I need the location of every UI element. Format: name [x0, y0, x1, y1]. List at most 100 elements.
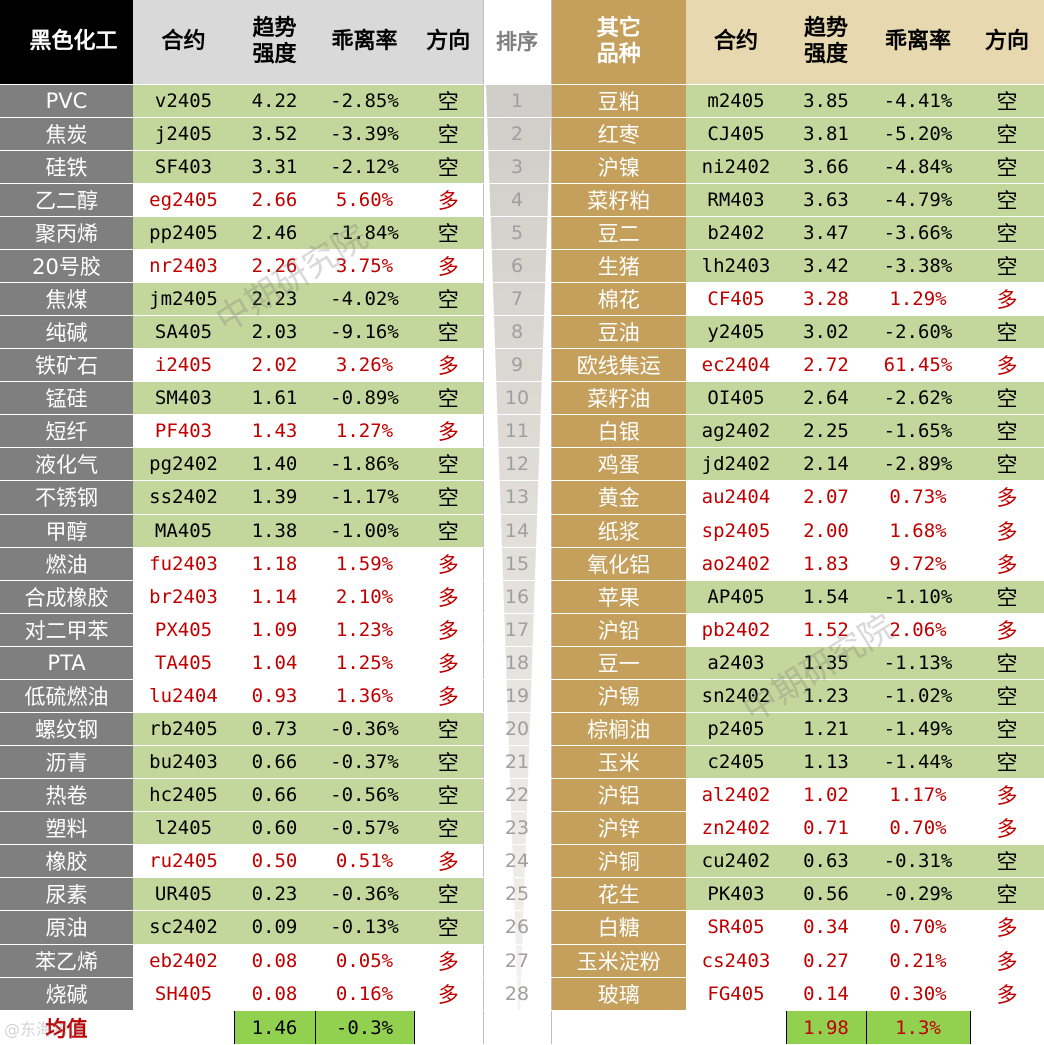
rank-number: 14 [482, 514, 552, 548]
right-direction: 多 [970, 778, 1044, 813]
left-name: 焦煤 [0, 282, 133, 317]
rank-number: 18 [482, 646, 552, 680]
right-deviation: -2.89% [866, 447, 970, 482]
right-contract: sn2402 [686, 679, 786, 713]
rank-number: 27 [482, 944, 552, 978]
right-name: 沪铜 [551, 844, 686, 879]
right-deviation: 0.30% [866, 977, 970, 1012]
right-contract: au2404 [686, 480, 786, 515]
right-deviation: 0.70% [866, 910, 970, 945]
left-direction: 多 [414, 580, 483, 614]
right-contract: pb2402 [686, 613, 786, 647]
left-direction: 多 [414, 844, 483, 879]
right-direction: 空 [970, 679, 1044, 713]
left-name: 不锈钢 [0, 480, 133, 515]
left-strength: 1.39 [234, 480, 315, 515]
right-contract: cs2403 [686, 944, 786, 978]
left-name: 螺纹钢 [0, 712, 133, 747]
right-deviation: 0.21% [866, 944, 970, 978]
left-strength: 0.09 [234, 910, 315, 945]
rank-number: 15 [482, 547, 552, 581]
right-contract: jd2402 [686, 447, 786, 482]
left-contract: j2405 [133, 117, 234, 151]
right-name: 沪铝 [551, 778, 686, 813]
table-row: 液化气 pg2402 1.40 -1.86% 空 12 鸡蛋 jd2402 2.14 -2.89%… [0, 447, 1044, 482]
left-contract: hc2405 [133, 778, 234, 813]
left-contract: pp2405 [133, 216, 234, 250]
rank-number: 25 [482, 877, 552, 912]
left-deviation: -0.89% [315, 381, 414, 416]
right-direction: 空 [970, 381, 1044, 416]
left-contract: SF403 [133, 150, 234, 184]
table-row: 沥青 bu2403 0.66 -0.37% 空 21 玉米 c2405 1.13 -1.44% 空 [0, 745, 1044, 780]
left-deviation: 1.36% [315, 679, 414, 713]
right-name: 豆一 [551, 646, 686, 680]
left-deviation: 3.26% [315, 348, 414, 383]
left-direction: 空 [414, 811, 483, 846]
left-strength: 2.26 [234, 249, 315, 283]
rank-number: 10 [482, 381, 552, 416]
left-strength: 2.66 [234, 183, 315, 217]
table-row: 尿素 UR405 0.23 -0.36% 空 25 花生 PK403 0.56 -0.29% 空 [0, 877, 1044, 912]
table-row: 20号胶 nr2403 2.26 3.75% 多 6 生猪 lh2403 3.42 -3.38% 空 [0, 249, 1044, 283]
right-direction: 空 [970, 84, 1044, 118]
right-strength: 2.64 [786, 381, 866, 416]
right-strength: 0.34 [786, 910, 866, 945]
left-average-deviation: -0.3% [314, 1010, 415, 1045]
left-contract: v2405 [133, 84, 234, 118]
right-strength: 3.63 [786, 183, 866, 217]
left-name: 纯碱 [0, 315, 133, 350]
rank-number: 8 [482, 315, 552, 350]
right-contract: OI405 [686, 381, 786, 416]
table-row: 纯碱 SA405 2.03 -9.16% 空 8 豆油 y2405 3.02 -2.60% 空 [0, 315, 1044, 350]
right-direction: 空 [970, 183, 1044, 217]
right-strength: 0.56 [786, 877, 866, 912]
left-contract: SA405 [133, 315, 234, 350]
rank-number: 6 [482, 249, 552, 283]
right-deviation: -5.20% [866, 117, 970, 151]
rank-number: 20 [482, 712, 552, 747]
left-deviation: -1.00% [315, 514, 414, 548]
left-direction: 空 [414, 447, 483, 482]
left-name: 合成橡胶 [0, 580, 133, 614]
right-direction: 多 [970, 282, 1044, 317]
empty-cell [482, 1010, 552, 1045]
rank-number: 19 [482, 679, 552, 713]
right-deviation-header: 乖离率 [866, 0, 970, 85]
left-contract-header: 合约 [133, 0, 234, 85]
left-deviation: -1.86% [315, 447, 414, 482]
rank-number: 2 [482, 117, 552, 151]
left-contract: SH405 [133, 977, 234, 1012]
left-deviation: -0.56% [315, 778, 414, 813]
right-name: 玉米淀粉 [551, 944, 686, 978]
left-name: 尿素 [0, 877, 133, 912]
left-contract: br2403 [133, 580, 234, 614]
right-name: 红枣 [551, 117, 686, 151]
left-strength: 0.66 [234, 778, 315, 813]
rank-number: 5 [482, 216, 552, 250]
right-direction: 空 [970, 315, 1044, 350]
left-strength: 1.40 [234, 447, 315, 482]
left-strength: 1.43 [234, 414, 315, 449]
table-row: 硅铁 SF403 3.31 -2.12% 空 3 沪镍 ni2402 3.66 -4.84% 空 [0, 150, 1044, 184]
right-strength: 3.81 [786, 117, 866, 151]
rank-number: 22 [482, 778, 552, 813]
left-direction: 空 [414, 712, 483, 747]
left-contract: i2405 [133, 348, 234, 383]
left-deviation: -2.85% [315, 84, 414, 118]
left-direction: 多 [414, 249, 483, 283]
table-row: PVC v2405 4.22 -2.85% 空 1 豆粕 m2405 3.85 -4.41% 空 [0, 84, 1044, 118]
right-direction: 多 [970, 944, 1044, 978]
right-direction: 多 [970, 977, 1044, 1012]
left-contract: SM403 [133, 381, 234, 416]
right-strength: 1.52 [786, 613, 866, 647]
left-name: 烧碱 [0, 977, 133, 1012]
table-row: 对二甲苯 PX405 1.09 1.23% 多 17 沪铅 pb2402 1.52 2.06% 多 [0, 613, 1044, 647]
empty-cell [414, 1010, 483, 1045]
table-row: 短纤 PF403 1.43 1.27% 多 11 白银 ag2402 2.25 -1.65% 空 [0, 414, 1044, 449]
left-deviation-header: 乖离率 [315, 0, 414, 85]
right-direction: 空 [970, 844, 1044, 879]
left-direction: 多 [414, 646, 483, 680]
right-average-deviation: 1.3% [865, 1010, 971, 1045]
left-direction: 空 [414, 117, 483, 151]
